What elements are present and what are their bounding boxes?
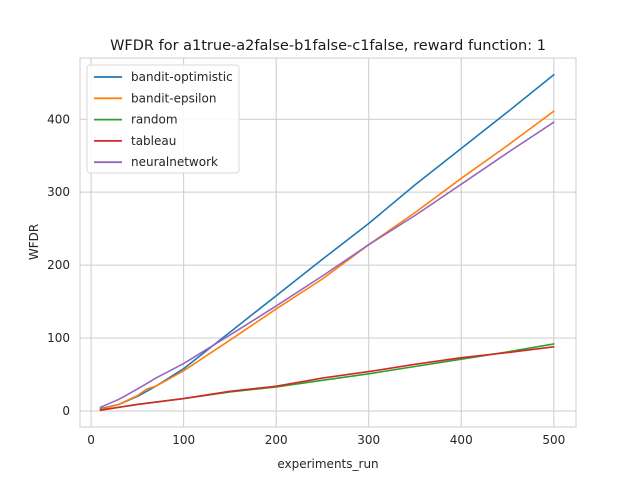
series-line-tableau [99,345,555,412]
series-line-neuralnetwork [99,121,555,409]
x-tick-label: 0 [87,433,95,447]
legend-label-bandit-epsilon: bandit-epsilon [131,91,216,105]
x-axis-label: experiments_run [277,457,378,471]
tick-labels: 0 100 200 300 400 500 0 100 200 300 400 [47,112,565,447]
legend-box [86,64,240,174]
y-axis-label: WFDR [27,224,41,260]
legend-label-tableau: tableau [131,134,176,148]
y-tick-label: 400 [47,112,70,126]
x-tick-label: 200 [265,433,288,447]
x-tick-label: 400 [450,433,473,447]
y-tick-label: 100 [47,331,70,345]
y-tick-label: 200 [47,258,70,272]
series-lines [99,74,555,412]
chart-title: WFDR for a1true-a2false-b1false-c1false,… [110,38,546,54]
plot-frame [79,57,577,428]
series-line-bandit-epsilon [99,110,555,411]
x-tick-label: 500 [542,433,565,447]
legend: bandit-optimistic bandit-epsilon random tab… [86,64,240,174]
x-tick-label: 300 [357,433,380,447]
y-tick-label: 0 [62,404,70,418]
legend-label-neuralnetwork: neuralnetwork [131,155,218,169]
y-tick-label: 300 [47,185,70,199]
legend-label-random: random [131,113,178,127]
legend-label-bandit-optimistic: bandit-optimistic [131,70,233,84]
x-tick-label: 100 [172,433,195,447]
